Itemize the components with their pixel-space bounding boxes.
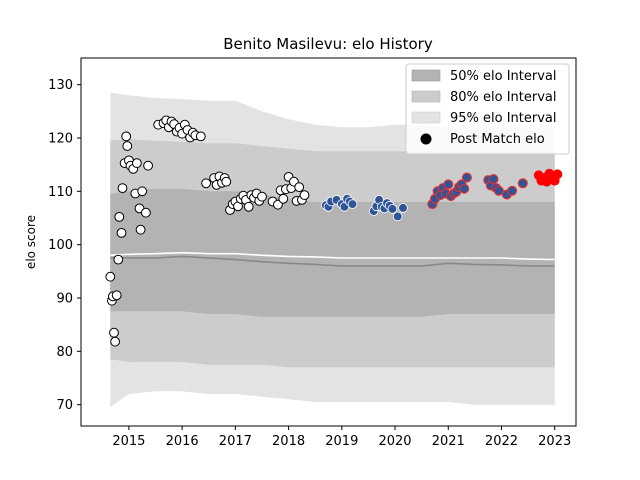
data-point-era1 xyxy=(132,158,142,169)
data-point-era1 xyxy=(105,271,116,282)
y-axis: 70 80 90 100 110 120 130 xyxy=(48,78,81,413)
median-line xyxy=(110,255,555,267)
data-point-era1 xyxy=(113,254,124,265)
axes-frame xyxy=(80,57,577,427)
legend-label-95: 95% elo Interval xyxy=(450,111,557,126)
mean-line xyxy=(110,251,555,261)
band-50-interval xyxy=(110,188,555,317)
legend-swatch-80 xyxy=(411,90,441,103)
legend-box xyxy=(405,63,570,155)
data-point-era2 xyxy=(392,211,403,222)
data-point-era3 xyxy=(493,185,504,196)
data-point-era1 xyxy=(114,212,125,222)
y-tick-label: 130 xyxy=(48,78,73,93)
chart-title: Benito Masilevu: elo History xyxy=(223,35,433,53)
legend-label-50: 50% elo Interval xyxy=(450,69,557,84)
data-point-era4 xyxy=(552,169,563,180)
data-point-era1 xyxy=(201,178,212,189)
data-point-era1 xyxy=(221,176,232,187)
y-tick-label: 90 xyxy=(56,292,73,307)
data-point-era1 xyxy=(116,228,127,238)
x-tick-label: 2022 xyxy=(485,434,518,449)
legend-swatch-50 xyxy=(411,69,441,82)
data-point-era1 xyxy=(243,201,254,212)
data-point-era1 xyxy=(109,327,119,338)
data-point-era1 xyxy=(294,182,305,193)
data-point-era1 xyxy=(141,207,151,218)
data-point-era3 xyxy=(459,183,470,194)
y-tick-label: 120 xyxy=(48,132,73,147)
plot-area xyxy=(105,92,563,408)
data-point-era2 xyxy=(398,203,408,213)
x-tick-label: 2015 xyxy=(112,434,145,449)
legend-label-points: Post Match elo xyxy=(450,132,545,147)
data-point-era1 xyxy=(137,186,148,197)
x-tick-label: 2018 xyxy=(272,434,305,449)
data-point-era3 xyxy=(443,179,454,190)
x-tick-label: 2023 xyxy=(538,434,571,449)
y-tick-label: 80 xyxy=(56,345,73,360)
y-tick-label: 110 xyxy=(48,185,73,200)
y-axis-label: elo score xyxy=(24,215,38,269)
data-point-era3 xyxy=(507,185,518,196)
x-tick-label: 2021 xyxy=(432,434,465,449)
x-tick-label: 2020 xyxy=(378,434,411,449)
data-point-era1 xyxy=(143,160,154,171)
data-point-era2 xyxy=(347,199,358,209)
data-point-era3 xyxy=(517,178,528,189)
data-point-era1 xyxy=(121,131,132,142)
legend-swatch-95 xyxy=(411,111,441,124)
legend-marker-points xyxy=(420,133,432,145)
data-point-era1 xyxy=(278,193,289,204)
legend-label-80: 80% elo Interval xyxy=(450,90,557,105)
legend: 50% elo Interval 80% elo Interval 95% el… xyxy=(405,63,570,155)
data-point-era1 xyxy=(111,290,122,301)
data-point-era1 xyxy=(122,141,133,151)
data-point-era1 xyxy=(135,224,146,235)
data-point-era3 xyxy=(461,172,472,183)
x-tick-label: 2019 xyxy=(325,434,358,449)
data-point-era1 xyxy=(117,183,128,194)
data-point-era3 xyxy=(488,174,499,185)
data-point-era1 xyxy=(299,190,310,201)
data-point-era2 xyxy=(387,204,398,214)
data-point-era1 xyxy=(195,131,206,142)
y-tick-label: 70 xyxy=(56,398,73,413)
x-tick-label: 2016 xyxy=(166,434,199,449)
x-tick-label: 2017 xyxy=(219,434,252,449)
data-point-era1 xyxy=(110,336,120,347)
data-point-era1 xyxy=(257,191,267,202)
x-axis: 2015 2016 2017 2018 2019 2020 2021 2022 2023 xyxy=(112,426,571,449)
y-tick-label: 100 xyxy=(48,238,73,253)
